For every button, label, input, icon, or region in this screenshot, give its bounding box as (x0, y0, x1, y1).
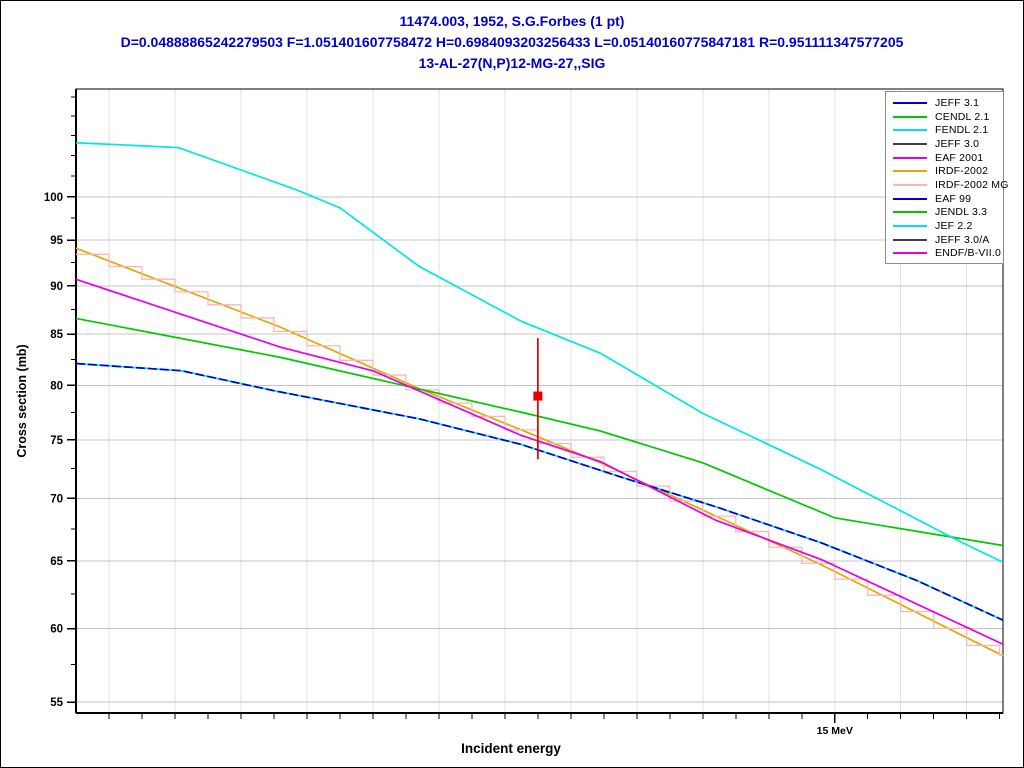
series-EAF 2001 (75, 278, 1004, 646)
legend-item: JEFF 3.0/A (886, 233, 1003, 247)
legend-item: JEFF 3.0 (886, 137, 1003, 151)
y-tick-label: 85 (50, 329, 63, 341)
y-tick-label: 95 (50, 235, 63, 247)
legend-line-sample (893, 225, 927, 228)
legend-item: CENDL 2.1 (886, 110, 1003, 124)
legend-item: IRDF-2002 MG (886, 178, 1008, 192)
legend-item: JEF 2.2 (886, 219, 1003, 233)
legend-line-sample (893, 101, 927, 104)
legend-item: FENDL 2.1 (886, 123, 1003, 137)
legend-item-label: JEF 2.2 (935, 220, 973, 233)
series-IRDF-2002 (75, 247, 1004, 657)
legend-line-sample (893, 238, 927, 241)
legend-item-label: JEFF 3.0 (935, 137, 980, 150)
legend-item: IRDF-2002 (886, 164, 1003, 178)
legend-line-sample (893, 142, 927, 145)
legend-line-sample (893, 183, 927, 186)
legend-item-label: EAF 2001 (935, 151, 984, 164)
y-tick-label: 75 (50, 435, 63, 447)
legend-item: JENDL 3.3 (886, 206, 1003, 220)
legend-item-label: ENDF/B-VII.0 (935, 247, 1001, 260)
legend-item-label: FENDL 2.1 (935, 124, 989, 137)
y-tick-label: 100 (44, 192, 63, 204)
legend-line-sample (893, 252, 927, 255)
y-tick-label: 55 (50, 697, 63, 709)
y-tick-label: 90 (50, 281, 63, 293)
legend-line-sample (893, 197, 927, 200)
legend-item: EAF 2001 (886, 151, 1003, 165)
legend-item: ENDF/B-VII.0 (886, 247, 1003, 261)
legend-line-sample (893, 115, 927, 118)
y-tick-label: 70 (50, 493, 63, 505)
series-JEFF 3.1 (75, 362, 1004, 621)
legend-item-label: JEFF 3.0/A (935, 233, 990, 246)
series-CENDL 2.1 (75, 317, 1004, 547)
legend-line-sample (893, 129, 927, 132)
chart-title: 11474.003, 1952, S.G.Forbes (1 pt) (399, 13, 625, 29)
legend-item: EAF 99 (886, 192, 1003, 206)
legend-line-sample (893, 211, 927, 214)
x-tick-label: 15 MeV (817, 725, 853, 737)
y-tick-label: 65 (50, 556, 63, 568)
legend-item-label: EAF 99 (935, 192, 972, 205)
legend-item-label: JENDL 3.3 (935, 206, 988, 219)
legend-line-sample (893, 170, 927, 173)
legend: JEFF 3.1 CENDL 2.1 FENDL 2.1 JEFF 3.0 EAF 20… (885, 91, 1008, 264)
series-JEF 2.2 (75, 141, 1004, 564)
chart-reaction-title: 13-AL-27(N,P)12-MG-27,,SIG (418, 55, 606, 71)
legend-item: JEFF 3.1 (886, 96, 1003, 110)
legend-item-label: JEFF 3.1 (935, 96, 980, 109)
y-tick-label: 80 (50, 380, 63, 392)
x-axis-label: Incident energy (461, 741, 561, 756)
data-point-marker (533, 391, 543, 401)
legend-item-label: IRDF-2002 MG (935, 178, 1009, 191)
y-axis-label: Cross section (mb) (15, 344, 29, 458)
y-tick-label: 60 (50, 624, 63, 636)
legend-line-sample (893, 156, 927, 159)
chart-stats-line: D=0.04888865242279503 F=1.05140160775847… (120, 34, 904, 50)
series-IRDF-2002 MG (76, 253, 1003, 656)
legend-item-label: IRDF-2002 (935, 165, 989, 178)
legend-item-label: CENDL 2.1 (935, 110, 990, 123)
